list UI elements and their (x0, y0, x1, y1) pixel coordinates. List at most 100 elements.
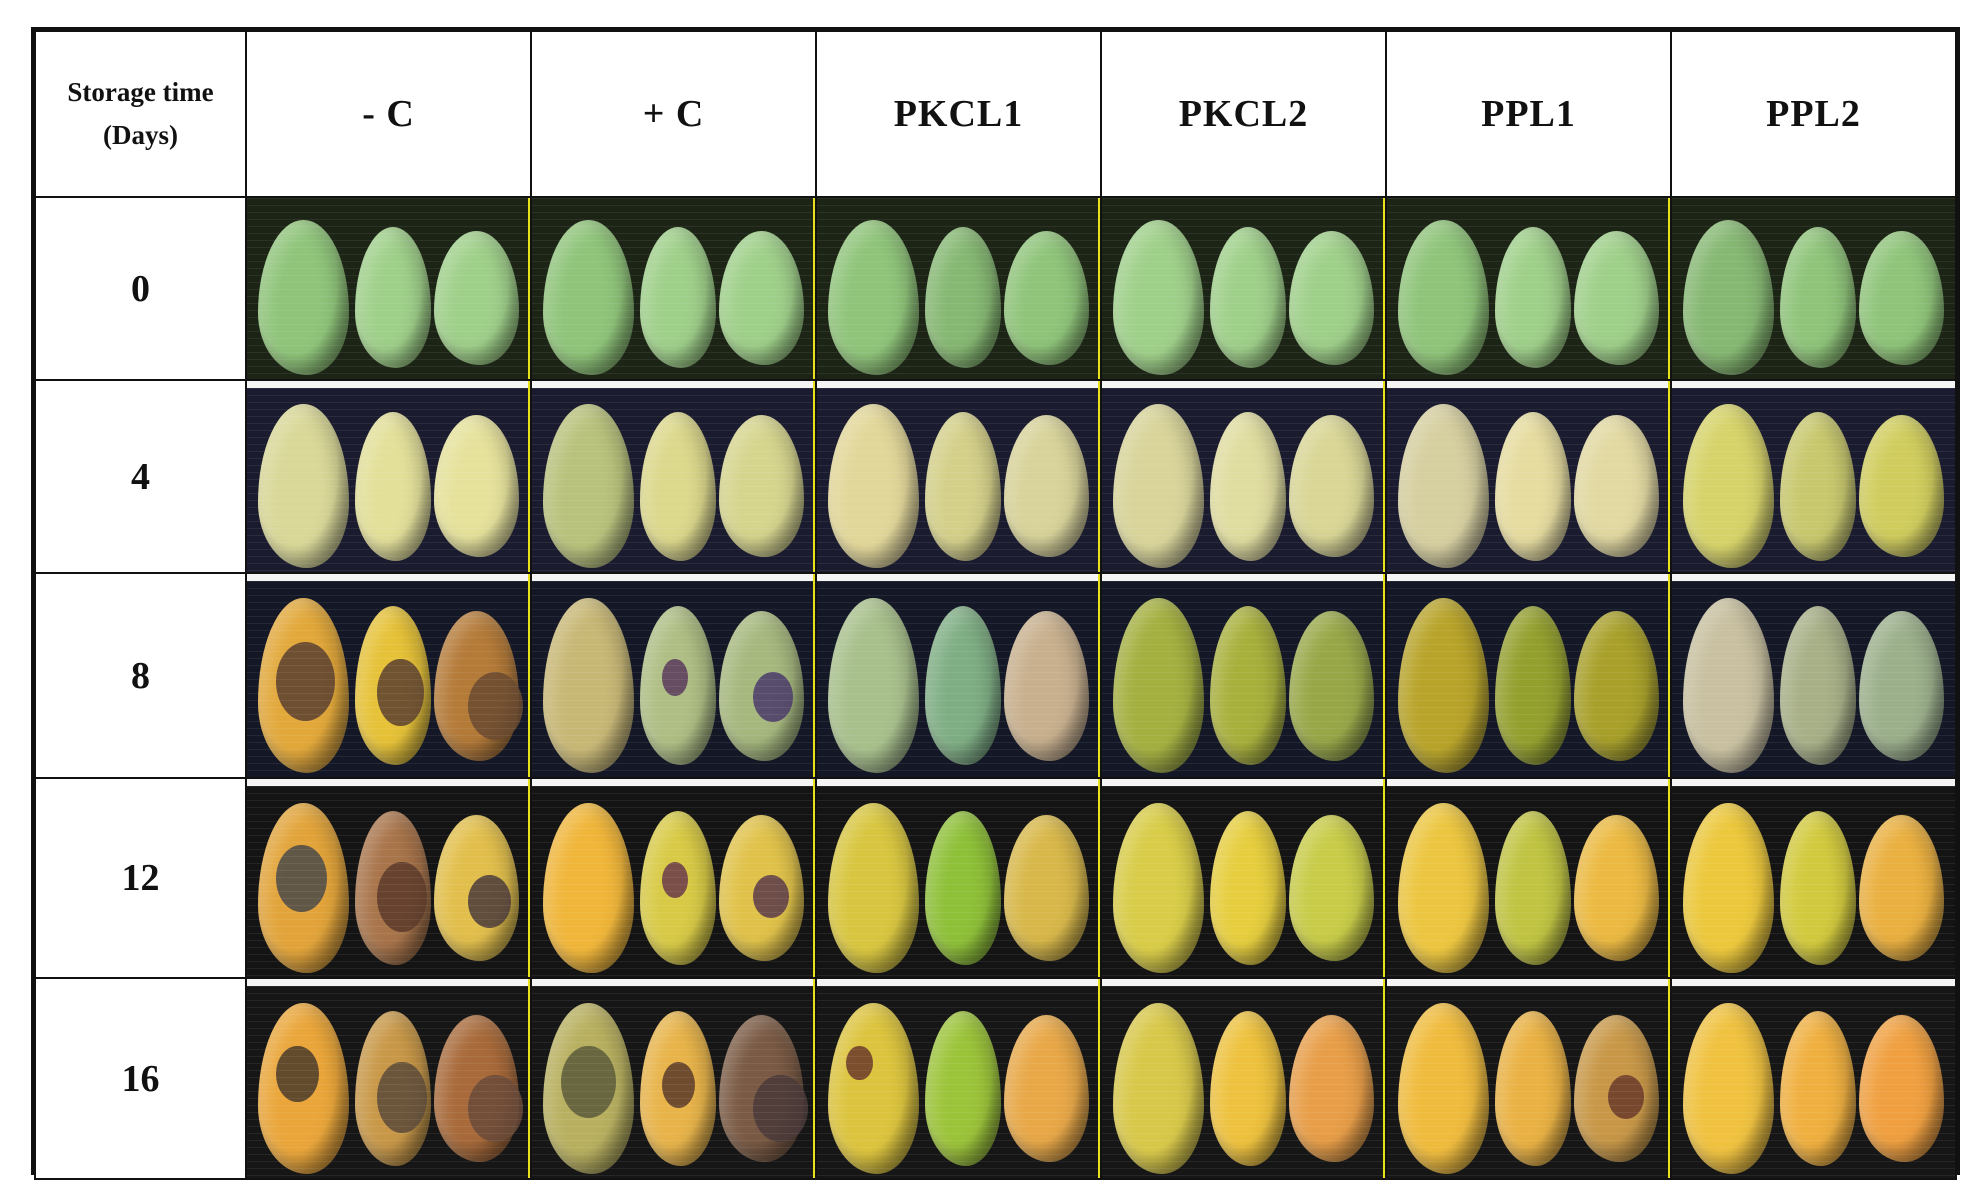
decay-spot (467, 874, 512, 928)
mango-group (1673, 575, 1954, 776)
yellow-separator (1668, 980, 1669, 1177)
photo-top-border (248, 575, 529, 581)
decay-spot (377, 658, 424, 726)
photo-top-border (1673, 575, 1954, 581)
photo-top-border (818, 780, 1099, 786)
mango-fruit (1779, 810, 1856, 966)
column-header-pkcl1: PKCL1 (815, 30, 1102, 198)
mango-fruit (1398, 598, 1489, 773)
mango-fruit (1573, 415, 1659, 557)
mango-fruit (1683, 1002, 1774, 1174)
mango-fruit (1398, 802, 1489, 974)
mango-fruit (828, 598, 919, 773)
decay-spot (752, 1075, 808, 1143)
mango-group (533, 575, 814, 776)
mango-fruit (924, 411, 1001, 561)
mango-fruit (718, 230, 804, 365)
mango-group (818, 199, 1099, 378)
mango-fruit (433, 814, 519, 962)
day-label: 8 (34, 572, 247, 779)
mango-group (1673, 382, 1954, 571)
mango-group (818, 780, 1099, 976)
mango-group (1103, 382, 1384, 571)
photo-top-border (533, 780, 814, 786)
mango-fruit (639, 1010, 716, 1167)
yellow-separator (1668, 199, 1669, 378)
mango-group (1103, 780, 1384, 976)
mango-group (1388, 382, 1669, 571)
photo-top-border (533, 575, 814, 581)
mango-fruit (1288, 415, 1374, 557)
photo-day16-ppl2 (1670, 977, 1957, 1180)
mango-group (248, 575, 529, 776)
mango-fruit (1113, 403, 1204, 569)
mango-fruit (1113, 598, 1204, 773)
mango-fruit (639, 810, 716, 966)
mango-fruit (924, 1010, 1001, 1167)
mango-fruit (1779, 226, 1856, 369)
mango-fruit (1288, 1014, 1374, 1163)
mango-fruit (639, 606, 716, 765)
mango-fruit (1113, 219, 1204, 376)
mango-group (248, 780, 529, 976)
photo-day4-ppl1 (1385, 379, 1672, 574)
mango-fruit (1003, 610, 1089, 761)
mango-fruit (1573, 814, 1659, 962)
row-day-4: 4 (34, 379, 1957, 574)
photo-day16-pos-control (530, 977, 817, 1180)
row-day-0: 0 (34, 196, 1957, 381)
column-header-ppl1: PPL1 (1385, 30, 1672, 198)
day-label: 12 (34, 777, 247, 979)
yellow-separator (813, 980, 814, 1177)
mango-fruit (1494, 606, 1571, 765)
mango-fruit (828, 219, 919, 376)
mango-fruit (1288, 610, 1374, 761)
column-header-pkcl2: PKCL2 (1100, 30, 1387, 198)
mango-fruit (718, 415, 804, 557)
mango-group (1388, 980, 1669, 1177)
decay-spot (467, 1075, 523, 1143)
mango-group (1103, 980, 1384, 1177)
mango-fruit (924, 810, 1001, 966)
mango-group (533, 382, 814, 571)
mango-fruit (1398, 403, 1489, 569)
table: Storage time (Days) - C + C PKCL1 PKCL2 … (34, 30, 1957, 1180)
mango-fruit (354, 411, 431, 561)
mango-fruit (354, 1010, 431, 1167)
mango-fruit (1209, 226, 1286, 369)
mango-group (1388, 575, 1669, 776)
yellow-separator (1098, 575, 1099, 776)
mango-group (818, 980, 1099, 1177)
mango-fruit (718, 1014, 808, 1163)
mango-fruit (1858, 814, 1944, 962)
photo-top-border (1388, 780, 1669, 786)
decay-spot (276, 845, 328, 913)
decay-spot (752, 672, 793, 722)
mango-fruit (1494, 810, 1571, 966)
row-day-12: 12 (34, 777, 1957, 979)
mango-fruit (354, 810, 431, 966)
photo-day12-neg-control (245, 777, 532, 979)
yellow-separator (813, 780, 814, 976)
day-label: 16 (34, 977, 247, 1180)
storage-time-header: Storage time (Days) (34, 30, 247, 198)
mango-fruit (1858, 1014, 1944, 1163)
mango-fruit (1779, 1010, 1856, 1167)
mango-group (1388, 780, 1669, 976)
mango-fruit (1003, 1014, 1089, 1163)
photo-top-border (248, 780, 529, 786)
photo-day8-ppl1 (1385, 572, 1672, 779)
decay-spot (377, 861, 428, 932)
photo-day0-pkcl1 (815, 196, 1102, 381)
photo-top-border (1103, 780, 1384, 786)
mango-fruit (1494, 1010, 1571, 1167)
mango-group (818, 575, 1099, 776)
mango-fruit (1858, 610, 1944, 761)
photo-top-border (248, 382, 529, 388)
mango-fruit (718, 814, 804, 962)
mango-fruit (1398, 219, 1489, 376)
decay-spot (276, 1045, 319, 1102)
mango-fruit (1683, 403, 1774, 569)
mango-fruit (828, 1002, 919, 1174)
photo-top-border (1673, 382, 1954, 388)
